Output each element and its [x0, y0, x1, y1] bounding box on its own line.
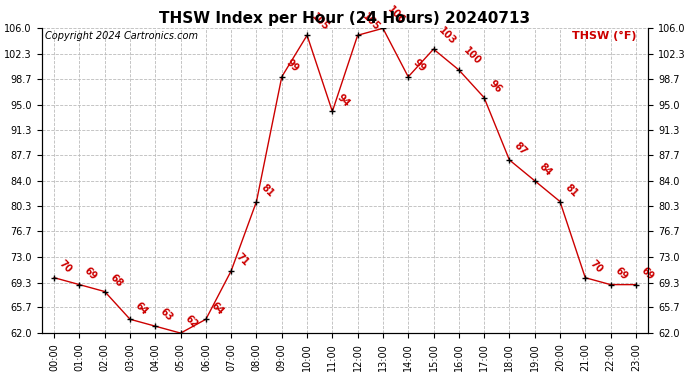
Text: 84: 84: [538, 161, 554, 178]
Text: 70: 70: [588, 258, 604, 275]
Text: Copyright 2024 Cartronics.com: Copyright 2024 Cartronics.com: [45, 32, 197, 41]
Text: 62: 62: [184, 314, 200, 330]
Text: 105: 105: [310, 11, 331, 33]
Text: 69: 69: [639, 265, 656, 282]
Text: 71: 71: [234, 251, 250, 268]
Text: THSW (°F): THSW (°F): [572, 32, 636, 42]
Text: 69: 69: [613, 265, 630, 282]
Text: 106: 106: [386, 4, 407, 26]
Text: 69: 69: [82, 265, 99, 282]
Text: 70: 70: [57, 258, 74, 275]
Text: 64: 64: [208, 300, 226, 316]
Text: 100: 100: [462, 46, 483, 67]
Text: 94: 94: [335, 92, 352, 109]
Text: 103: 103: [436, 25, 457, 46]
Text: 105: 105: [360, 11, 382, 33]
Text: 81: 81: [563, 182, 580, 199]
Text: 87: 87: [512, 141, 529, 157]
Text: 96: 96: [487, 78, 504, 95]
Text: 64: 64: [132, 300, 150, 316]
Text: 63: 63: [158, 307, 175, 323]
Text: 68: 68: [108, 272, 124, 289]
Text: 99: 99: [411, 57, 428, 74]
Text: 81: 81: [259, 182, 276, 199]
Text: 99: 99: [284, 57, 301, 74]
Title: THSW Index per Hour (24 Hours) 20240713: THSW Index per Hour (24 Hours) 20240713: [159, 11, 531, 26]
